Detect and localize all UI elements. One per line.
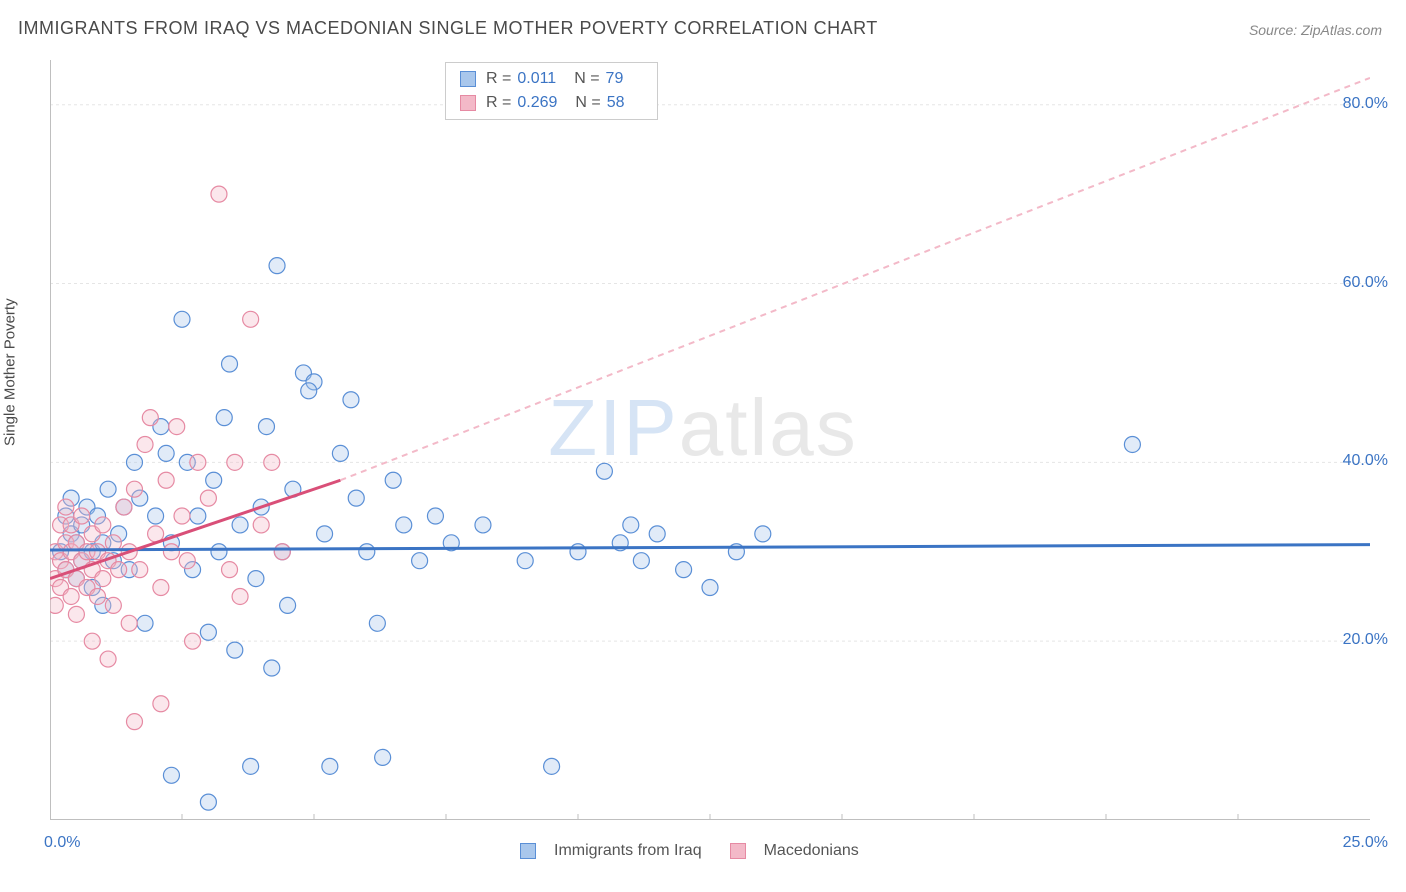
stat-r-value: 0.269 (517, 94, 557, 112)
stat-n-label: N = (574, 70, 599, 88)
legend-swatch (730, 843, 746, 859)
legend-swatch (520, 843, 536, 859)
y-tick-label: 80.0% (1343, 95, 1388, 113)
chart-title: IMMIGRANTS FROM IRAQ VS MACEDONIAN SINGL… (18, 18, 878, 39)
stat-n-label: N = (575, 94, 600, 112)
stat-n-value: 79 (606, 70, 624, 88)
stats-legend-box: R = 0.011 N = 79 R = 0.269 N = 58 (445, 62, 658, 120)
legend-item: Macedonians (730, 842, 859, 860)
scatter-plot (50, 60, 1370, 820)
legend-label: Immigrants from Iraq (554, 842, 702, 860)
series-legend: Immigrants from Iraq Macedonians (520, 842, 859, 860)
stats-row: R = 0.011 N = 79 (460, 67, 643, 91)
legend-item: Immigrants from Iraq (520, 842, 702, 860)
legend-swatch (460, 95, 476, 111)
stats-row: R = 0.269 N = 58 (460, 91, 643, 115)
x-tick-label: 25.0% (1343, 834, 1388, 852)
legend-label: Macedonians (764, 842, 859, 860)
x-tick-label: 0.0% (44, 834, 80, 852)
y-axis-label: Single Mother Poverty (2, 298, 19, 446)
stat-r-label: R = (486, 94, 511, 112)
source-label: Source: ZipAtlas.com (1249, 22, 1382, 38)
stat-n-value: 58 (607, 94, 625, 112)
stat-r-value: 0.011 (517, 70, 556, 88)
y-tick-label: 20.0% (1343, 631, 1388, 649)
stat-r-label: R = (486, 70, 511, 88)
y-tick-label: 40.0% (1343, 452, 1388, 470)
legend-swatch (460, 71, 476, 87)
y-tick-label: 60.0% (1343, 274, 1388, 292)
